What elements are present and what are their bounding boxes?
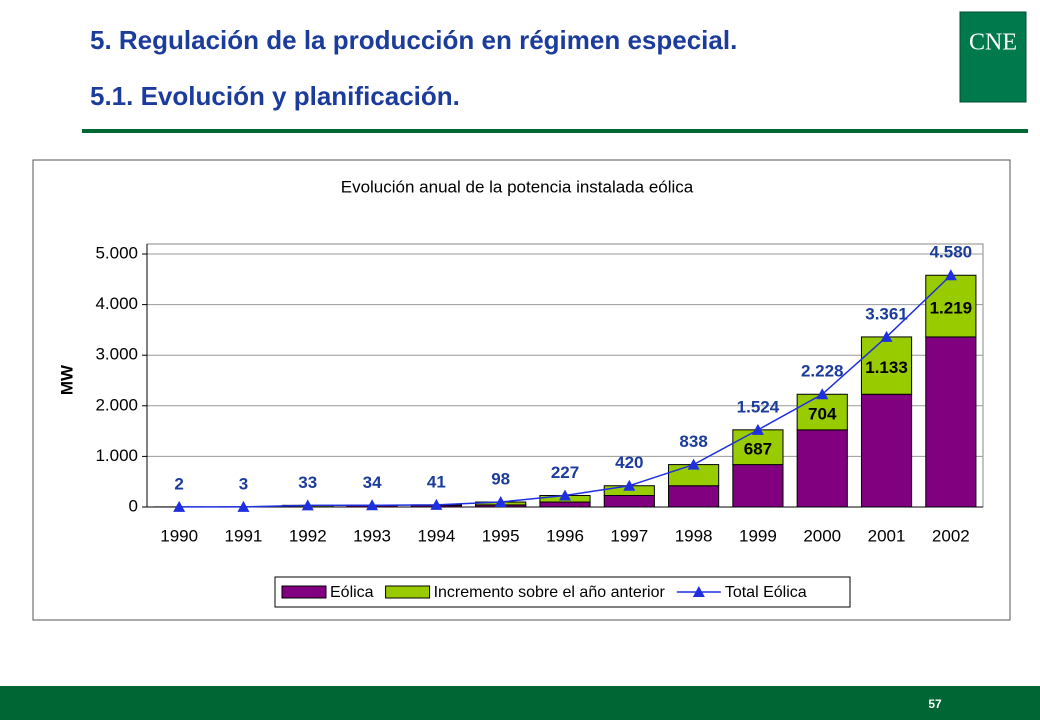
x-tick-label: 1997 [610, 526, 648, 545]
x-tick-label: 1998 [675, 526, 713, 545]
x-tick-label: 1996 [546, 526, 584, 545]
y-tick-label: 2.000 [95, 395, 138, 414]
bar-segment [926, 337, 976, 507]
bar-segment [540, 502, 590, 507]
bar-value-label: 704 [808, 405, 837, 424]
x-tick-label: 2000 [803, 526, 841, 545]
legend-swatch [386, 586, 430, 598]
line-value-label: 4.580 [930, 243, 973, 262]
x-tick-label: 1995 [482, 526, 520, 545]
chart-title: Evolución anual de la potencia instalada… [341, 177, 694, 196]
y-tick-label: 4.000 [95, 294, 138, 313]
y-tick-label: 0 [129, 496, 138, 515]
x-tick-label: 1990 [160, 526, 198, 545]
line-value-label: 2.228 [801, 362, 844, 381]
bar-segment [861, 394, 911, 507]
x-tick-label: 2001 [868, 526, 906, 545]
legend-label: Incremento sobre el año anterior [434, 584, 666, 601]
y-tick-label: 1.000 [95, 446, 138, 465]
bar-segment [669, 486, 719, 507]
x-tick-label: 1999 [739, 526, 777, 545]
line-value-label: 33 [298, 473, 317, 492]
line-value-label: 34 [363, 473, 382, 492]
logo-box [960, 12, 1026, 102]
bar-segment [797, 430, 847, 507]
line-value-label: 41 [427, 472, 446, 491]
logo: CNE [969, 30, 1017, 56]
y-axis-label: MW [57, 364, 76, 395]
page-number: 57 [928, 697, 942, 711]
line-value-label: 838 [679, 432, 707, 451]
line-value-label: 1.524 [737, 397, 780, 416]
bar-segment [733, 465, 783, 507]
bar-value-label: 1.219 [930, 299, 973, 318]
footer-band [0, 686, 1040, 720]
bar-segment [604, 496, 654, 507]
y-tick-label: 3.000 [95, 345, 138, 364]
x-tick-label: 2002 [932, 526, 970, 545]
line-value-label: 98 [491, 470, 510, 489]
line-value-label: 3 [239, 474, 248, 493]
legend-label: Eólica [330, 584, 374, 601]
slide-title: 5. Regulación de la producción en régime… [90, 25, 737, 55]
line-value-label: 420 [615, 453, 643, 472]
x-tick-label: 1993 [353, 526, 391, 545]
line-value-label: 2 [174, 474, 183, 493]
y-tick-label: 5.000 [95, 243, 138, 262]
x-tick-label: 1994 [417, 526, 455, 545]
x-tick-label: 1991 [225, 526, 263, 545]
line-value-label: 227 [551, 463, 579, 482]
line-value-label: 3.361 [865, 304, 908, 323]
legend-label: Total Eólica [725, 584, 807, 601]
bar-value-label: 1.133 [865, 358, 908, 377]
legend-swatch [282, 586, 326, 598]
x-tick-label: 1992 [289, 526, 327, 545]
bar-value-label: 687 [744, 440, 772, 459]
slide-subtitle: 5.1. Evolución y planificación. [90, 81, 460, 111]
